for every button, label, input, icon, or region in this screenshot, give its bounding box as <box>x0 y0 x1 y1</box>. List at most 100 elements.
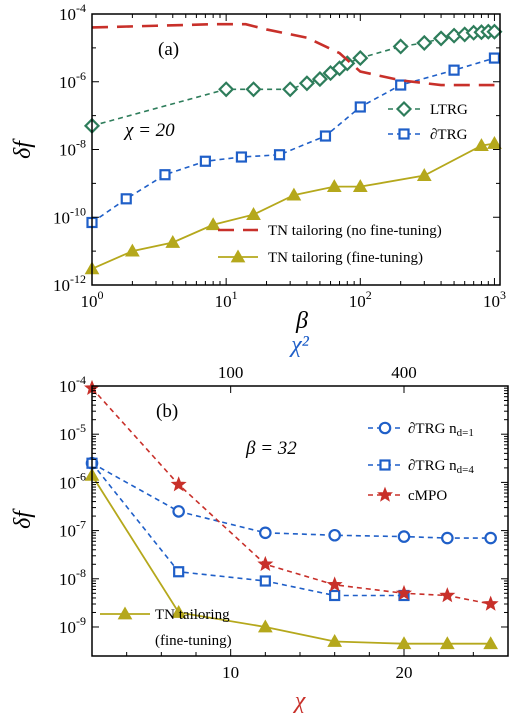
y-tick-label: 10-8 <box>59 137 86 160</box>
annotation: β = 32 <box>245 438 297 459</box>
x2-tick-label: 400 <box>391 363 417 382</box>
y-axis-label: δf <box>10 138 36 159</box>
series-layer <box>83 22 503 275</box>
data-point <box>354 101 366 113</box>
legend-label: TN tailoring (no fine-tuning) <box>268 223 442 239</box>
data-point <box>286 187 302 201</box>
y-tick-label: 10-10 <box>53 204 86 227</box>
y-tick-label: 10-4 <box>59 373 86 396</box>
data-point <box>484 531 497 545</box>
legend-label: LTRG <box>430 102 468 118</box>
x-tick-label: 20 <box>396 663 413 682</box>
data-point <box>282 81 299 98</box>
legend-marker <box>398 128 410 140</box>
legend-label: ∂TRG nd=1 <box>408 421 474 439</box>
data-point <box>339 55 356 72</box>
data-point <box>326 179 342 193</box>
data-point <box>352 50 369 67</box>
data-point <box>486 23 503 40</box>
data-point <box>205 217 221 231</box>
data-point <box>259 575 271 587</box>
data-point <box>487 136 502 149</box>
series-line-2 <box>91 462 404 597</box>
data-point <box>218 81 235 98</box>
data-point <box>257 619 273 633</box>
series-line-2 <box>91 57 495 224</box>
data-point <box>165 234 181 248</box>
data-point <box>483 636 499 650</box>
data-point <box>171 604 187 618</box>
y-tick-label: 10-6 <box>59 469 86 492</box>
data-point <box>352 179 368 193</box>
legend-label: ∂TRG <box>430 127 468 143</box>
data-point <box>170 476 187 492</box>
data-point <box>328 528 341 542</box>
data-point <box>395 79 407 91</box>
data-point <box>416 168 432 181</box>
data-point <box>448 64 460 76</box>
data-point <box>396 636 412 650</box>
panel-label: (b) <box>156 401 178 422</box>
data-point <box>311 71 328 88</box>
y-tick-label: 10-7 <box>59 518 86 541</box>
data-point <box>392 38 409 55</box>
y-tick-label: 10-5 <box>59 421 86 444</box>
x-axis-label: β <box>295 308 308 334</box>
data-point <box>441 531 454 545</box>
data-point <box>259 526 272 540</box>
y-tick-label: 10-9 <box>59 614 86 637</box>
panel-label: (a) <box>158 39 179 60</box>
series-layer <box>84 379 499 650</box>
data-point <box>319 130 332 142</box>
panel-b-chart: 10 20 100 400 10-9 10-8 10-7 10-6 10-5 10-4 χ χ² δf (… <box>10 332 509 714</box>
data-point <box>416 34 433 51</box>
y-tick-label: 10-12 <box>53 272 86 295</box>
data-point <box>482 595 499 611</box>
legend-label: TN tailoring (fine-tuning) <box>268 250 423 266</box>
legend-label-line2: (fine-tuning) <box>155 633 232 649</box>
data-point <box>439 587 456 603</box>
data-point <box>298 75 315 92</box>
data-point <box>159 169 171 181</box>
plot-frame <box>91 13 501 286</box>
data-point <box>474 138 489 152</box>
data-point <box>327 633 343 647</box>
x-tick-label: 100 <box>81 288 104 311</box>
data-point <box>257 555 274 572</box>
data-point <box>172 505 185 518</box>
data-point <box>245 81 262 98</box>
data-point <box>273 149 286 161</box>
data-point <box>173 566 185 578</box>
x-tick-label: 102 <box>349 288 372 311</box>
data-point <box>246 207 261 220</box>
y-tick-label: 10-4 <box>59 1 86 24</box>
data-point <box>120 193 132 205</box>
data-point <box>433 30 450 47</box>
x-tick-label: 103 <box>483 288 506 311</box>
panel-a-chart: 100 101 102 103 10-12 10-10 10-8 10-6 10-4 β δf (a)… <box>10 1 506 334</box>
data-point <box>396 584 412 601</box>
legend-marker <box>230 249 246 263</box>
legend-marker <box>117 606 133 620</box>
data-point <box>235 151 248 163</box>
x-tick-label: 10 <box>222 663 239 682</box>
x2-tick-label: 100 <box>218 363 244 382</box>
legend-label: TN tailoring <box>155 607 230 623</box>
data-point <box>488 52 501 64</box>
x2-axis-label: χ² <box>289 332 310 358</box>
x-axis-label: χ <box>293 688 307 714</box>
y-tick-label: 10-8 <box>59 566 86 589</box>
legend-label: ∂TRG nd=4 <box>408 458 474 476</box>
legend-marker <box>395 100 413 118</box>
data-point <box>329 589 341 602</box>
legend-marker <box>378 421 392 435</box>
data-point <box>397 530 411 543</box>
y-axis-label: δf <box>10 508 36 529</box>
x-tick-label: 101 <box>215 288 238 311</box>
data-point <box>125 243 140 257</box>
data-point <box>439 636 455 650</box>
legend-marker <box>379 459 391 471</box>
series-line-3 <box>91 22 495 87</box>
data-point <box>199 155 211 167</box>
